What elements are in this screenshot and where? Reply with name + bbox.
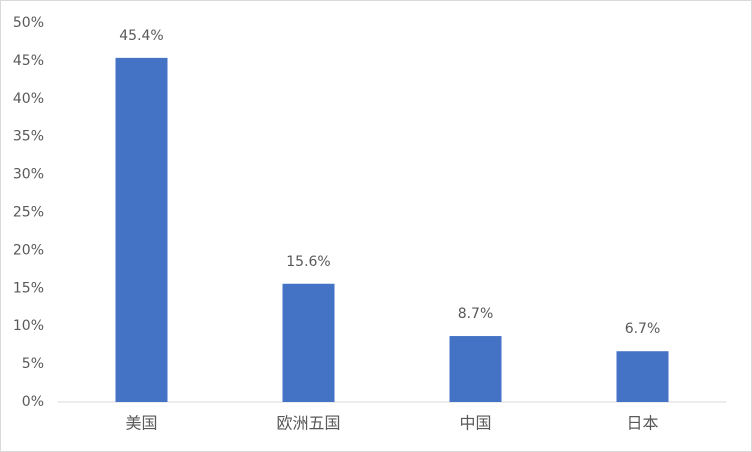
data-label: 15.6% [286, 254, 330, 270]
data-label: 8.7% [458, 306, 494, 322]
y-tick-label: 25% [13, 205, 44, 221]
y-tick-label: 35% [13, 129, 44, 145]
data-label: 45.4% [119, 28, 163, 44]
y-tick-label: 0% [22, 394, 44, 410]
bar [449, 336, 502, 402]
y-tick-label: 45% [13, 53, 44, 69]
y-tick-label: 40% [13, 91, 44, 107]
x-tick-label: 日本 [626, 414, 658, 433]
y-tick-label: 50% [13, 15, 44, 31]
y-tick-label: 15% [13, 280, 44, 296]
x-tick-label: 中国 [459, 414, 491, 433]
bar [115, 57, 168, 402]
y-tick-label: 20% [13, 242, 44, 258]
data-label: 6.7% [625, 321, 661, 337]
y-tick-label: 5% [22, 356, 44, 372]
bar [282, 283, 335, 402]
x-tick-label: 美国 [125, 414, 157, 433]
x-tick-label: 欧洲五国 [276, 414, 340, 433]
y-tick-label: 10% [13, 318, 44, 334]
y-tick-label: 30% [13, 167, 44, 183]
bar [616, 351, 669, 402]
